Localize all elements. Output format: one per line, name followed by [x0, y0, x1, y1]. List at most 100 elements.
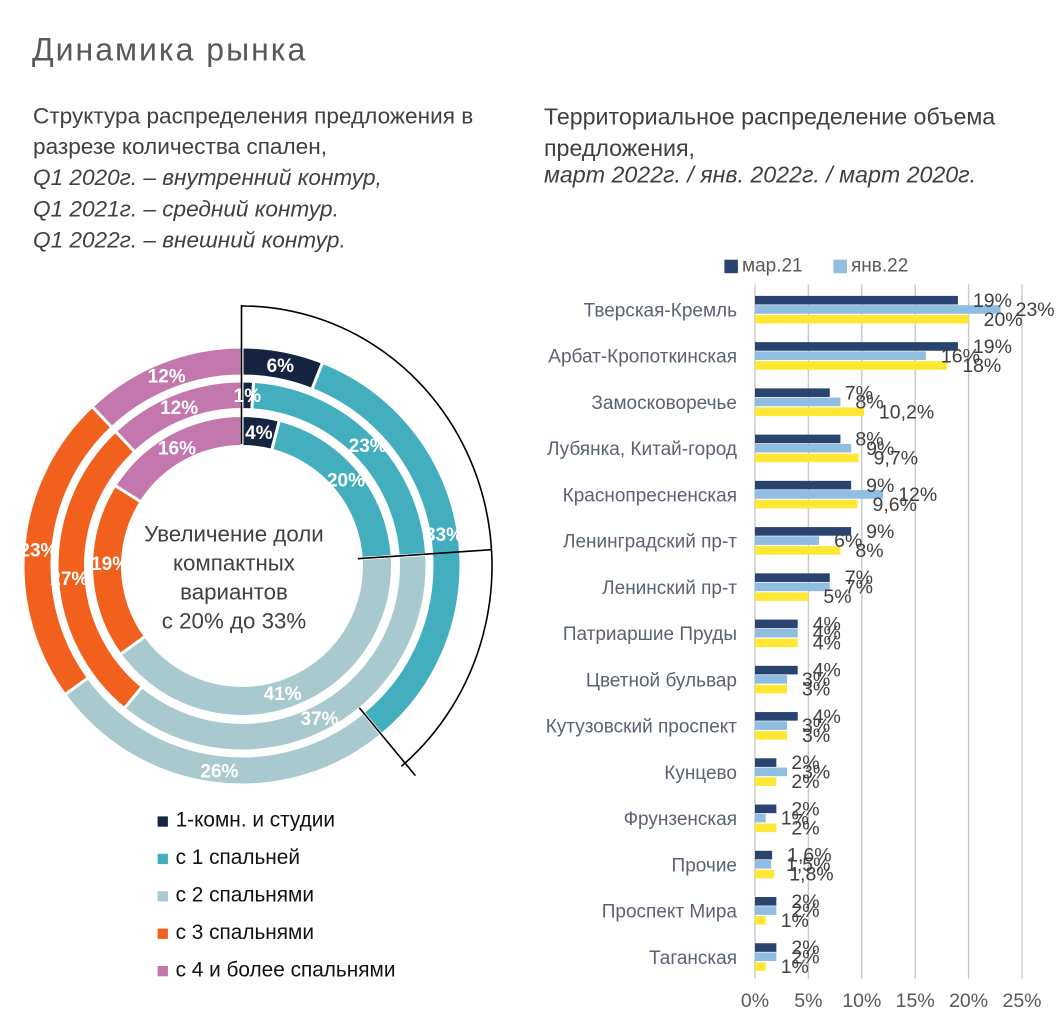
svg-text:4%: 4%: [813, 614, 841, 636]
svg-text:разрезе количества спален,: разрезе количества спален,: [33, 134, 327, 159]
svg-text:Q1 2021г. – средний контур.: Q1 2021г. – средний контур.: [33, 196, 339, 221]
svg-text:1,8%: 1,8%: [789, 864, 833, 886]
svg-text:19%: 19%: [91, 554, 129, 575]
svg-text:Ленинградский пр-т: Ленинградский пр-т: [563, 532, 737, 553]
svg-text:41%: 41%: [264, 684, 302, 705]
svg-text:3%: 3%: [802, 715, 830, 737]
svg-text:9%: 9%: [866, 521, 894, 543]
svg-text:Патриаршие Пруды: Патриаршие Пруды: [563, 624, 737, 645]
svg-text:1,6%: 1,6%: [787, 845, 831, 867]
svg-text:4%: 4%: [813, 706, 841, 728]
svg-text:6%: 6%: [834, 530, 862, 552]
svg-text:9%: 9%: [866, 475, 894, 497]
svg-text:1,5%: 1,5%: [786, 854, 830, 876]
svg-text:25%: 25%: [1002, 990, 1041, 1012]
svg-text:0%: 0%: [741, 990, 769, 1012]
svg-text:Цветной бульвар: Цветной бульвар: [586, 670, 737, 691]
svg-text:27%: 27%: [50, 569, 88, 590]
svg-text:1-комн. и студии: 1-комн. и студии: [176, 809, 335, 832]
svg-text:12%: 12%: [160, 398, 198, 419]
svg-text:1%: 1%: [781, 956, 809, 978]
svg-text:Тверская-Кремль: Тверская-Кремль: [584, 300, 738, 321]
svg-text:с 1 спальней: с 1 спальней: [176, 846, 300, 869]
svg-text:7%: 7%: [845, 382, 873, 404]
svg-text:15%: 15%: [896, 990, 935, 1012]
svg-text:23%: 23%: [19, 541, 57, 562]
svg-text:8%: 8%: [855, 540, 883, 562]
svg-text:9,7%: 9,7%: [874, 448, 918, 470]
svg-text:2%: 2%: [791, 937, 819, 959]
svg-text:1%: 1%: [781, 808, 809, 830]
svg-text:Территориальное распределение: Территориальное распределение объема: [544, 103, 995, 129]
svg-text:2%: 2%: [791, 752, 819, 774]
svg-text:с 20% до 33%: с 20% до 33%: [162, 608, 307, 633]
svg-text:5%: 5%: [823, 586, 851, 608]
svg-text:26%: 26%: [200, 762, 238, 783]
svg-text:2%: 2%: [791, 771, 819, 793]
svg-text:2%: 2%: [791, 798, 819, 820]
svg-text:10,2%: 10,2%: [879, 401, 934, 423]
svg-text:Краснопресненская: Краснопресненская: [563, 485, 737, 506]
svg-text:Ленинский пр-т: Ленинский пр-т: [602, 578, 737, 599]
svg-text:Кутузовский проспект: Кутузовский проспект: [546, 717, 738, 738]
svg-text:Q1 2022г. – внешний контур.: Q1 2022г. – внешний контур.: [33, 228, 346, 253]
svg-text:с 2 спальнями: с 2 спальнями: [176, 884, 314, 907]
svg-text:Лубянка, Китай-город: Лубянка, Китай-город: [547, 439, 737, 460]
svg-text:1%: 1%: [234, 386, 262, 407]
svg-text:33%: 33%: [425, 525, 463, 546]
svg-text:2%: 2%: [791, 900, 819, 922]
svg-text:3%: 3%: [802, 725, 830, 747]
svg-text:предложения,: предложения,: [544, 135, 695, 161]
svg-text:19%: 19%: [973, 336, 1012, 358]
svg-text:4%: 4%: [813, 660, 841, 682]
svg-text:20%: 20%: [327, 471, 365, 492]
svg-text:8%: 8%: [855, 429, 883, 451]
svg-text:23%: 23%: [349, 436, 387, 457]
svg-text:Динамика рынка: Динамика рынка: [32, 32, 307, 68]
svg-text:20%: 20%: [949, 990, 988, 1012]
svg-text:4%: 4%: [813, 623, 841, 645]
svg-text:с 4 и более спальнями: с 4 и более спальнями: [176, 958, 396, 981]
svg-text:16%: 16%: [158, 439, 196, 460]
svg-text:2%: 2%: [791, 817, 819, 839]
svg-text:7%: 7%: [845, 567, 873, 589]
svg-text:4%: 4%: [813, 633, 841, 655]
svg-text:Увеличение доли: Увеличение доли: [144, 521, 323, 546]
svg-text:мар.21: мар.21: [742, 256, 803, 277]
svg-text:19%: 19%: [973, 290, 1012, 312]
svg-text:2%: 2%: [791, 891, 819, 913]
svg-text:4%: 4%: [245, 423, 273, 444]
svg-text:16%: 16%: [941, 345, 980, 367]
svg-text:9%: 9%: [866, 438, 894, 460]
svg-text:6%: 6%: [267, 356, 295, 377]
svg-text:янв.22: янв.22: [851, 256, 908, 277]
svg-text:3%: 3%: [802, 762, 830, 784]
svg-text:12%: 12%: [898, 484, 937, 506]
svg-text:3%: 3%: [802, 669, 830, 691]
svg-text:Арбат-Кропоткинская: Арбат-Кропоткинская: [548, 347, 737, 368]
svg-text:20%: 20%: [984, 309, 1023, 331]
svg-text:Замосковоречье: Замосковоречье: [591, 393, 737, 414]
svg-text:9,6%: 9,6%: [873, 494, 917, 516]
svg-text:5%: 5%: [794, 990, 822, 1012]
svg-text:2%: 2%: [791, 946, 819, 968]
svg-text:компактных: компактных: [173, 550, 295, 575]
svg-text:7%: 7%: [845, 577, 873, 599]
svg-text:Таганская: Таганская: [649, 948, 737, 969]
svg-text:Фрунзенская: Фрунзенская: [624, 809, 737, 830]
svg-text:3%: 3%: [802, 679, 830, 701]
svg-text:12%: 12%: [148, 367, 186, 388]
svg-text:вариантов: вариантов: [180, 579, 288, 604]
svg-text:март 2022г. / янв. 2022г. / ма: март 2022г. / янв. 2022г. / март 2020г.: [544, 162, 976, 188]
svg-text:18%: 18%: [962, 355, 1001, 377]
svg-text:Проспект Мира: Проспект Мира: [602, 902, 738, 923]
svg-text:Q1 2020г. – внутренний контур,: Q1 2020г. – внутренний контур,: [33, 165, 382, 190]
svg-text:37%: 37%: [300, 709, 338, 730]
svg-text:Прочие: Прочие: [672, 855, 737, 876]
svg-text:Структура распределения предло: Структура распределения предложения в: [33, 103, 473, 128]
svg-text:10%: 10%: [842, 990, 881, 1012]
svg-text:Кунцево: Кунцево: [664, 763, 737, 784]
svg-text:с 3 спальнями: с 3 спальнями: [176, 921, 314, 944]
svg-text:23%: 23%: [1016, 299, 1055, 321]
svg-text:8%: 8%: [855, 392, 883, 414]
